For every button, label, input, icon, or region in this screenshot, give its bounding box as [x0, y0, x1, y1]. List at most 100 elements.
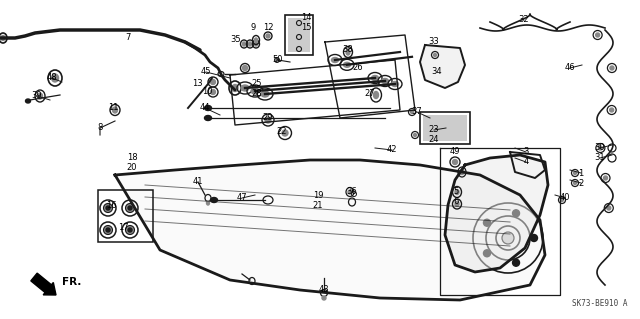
Ellipse shape — [211, 90, 216, 94]
Text: 43: 43 — [319, 286, 330, 294]
Ellipse shape — [106, 206, 110, 210]
Ellipse shape — [598, 146, 602, 150]
Ellipse shape — [322, 296, 326, 300]
Text: 37: 37 — [412, 108, 422, 116]
Ellipse shape — [282, 130, 288, 136]
Ellipse shape — [348, 190, 352, 194]
Ellipse shape — [125, 204, 134, 212]
Ellipse shape — [573, 172, 577, 174]
Ellipse shape — [410, 110, 413, 114]
Ellipse shape — [513, 210, 520, 217]
Text: 1: 1 — [579, 168, 584, 177]
Polygon shape — [115, 160, 545, 300]
Ellipse shape — [38, 93, 42, 99]
Text: 9: 9 — [250, 24, 255, 33]
Ellipse shape — [265, 117, 271, 123]
Polygon shape — [445, 155, 548, 272]
Text: 46: 46 — [564, 63, 575, 72]
Ellipse shape — [610, 108, 614, 112]
Ellipse shape — [26, 99, 31, 103]
Ellipse shape — [531, 234, 538, 241]
Ellipse shape — [248, 42, 252, 46]
Ellipse shape — [104, 204, 113, 212]
Ellipse shape — [255, 42, 257, 46]
Ellipse shape — [607, 206, 611, 210]
Ellipse shape — [128, 228, 132, 232]
Text: 6: 6 — [453, 197, 459, 206]
Text: 38: 38 — [342, 46, 353, 55]
Bar — [288, 18, 310, 52]
Bar — [98, 190, 153, 242]
Text: SK73-BE910 A: SK73-BE910 A — [573, 299, 628, 308]
Ellipse shape — [261, 91, 269, 97]
Text: 16: 16 — [106, 201, 116, 210]
Text: 40: 40 — [560, 194, 570, 203]
Ellipse shape — [392, 81, 399, 86]
Ellipse shape — [502, 232, 514, 244]
Ellipse shape — [106, 228, 110, 232]
Ellipse shape — [255, 38, 257, 42]
Ellipse shape — [604, 176, 607, 180]
Text: 42: 42 — [387, 145, 397, 154]
Text: 14: 14 — [301, 13, 311, 23]
Text: 5: 5 — [453, 188, 459, 197]
Ellipse shape — [371, 76, 378, 80]
Text: 21: 21 — [313, 201, 323, 210]
Bar — [285, 15, 313, 55]
Ellipse shape — [561, 198, 563, 202]
Text: 15: 15 — [301, 24, 311, 33]
Ellipse shape — [1, 35, 5, 41]
Bar — [423, 115, 467, 141]
Polygon shape — [420, 45, 465, 88]
Ellipse shape — [251, 88, 259, 94]
Text: 29: 29 — [263, 114, 273, 122]
Ellipse shape — [104, 226, 113, 234]
Text: 11: 11 — [108, 103, 118, 113]
Ellipse shape — [344, 62, 351, 67]
Text: 35: 35 — [230, 35, 241, 44]
Text: 33: 33 — [429, 38, 440, 47]
Bar — [420, 112, 470, 144]
Text: 17: 17 — [118, 224, 128, 233]
Text: 47: 47 — [237, 194, 247, 203]
Ellipse shape — [460, 169, 464, 174]
Text: 32: 32 — [518, 16, 529, 25]
Ellipse shape — [211, 79, 216, 85]
Text: 12: 12 — [263, 24, 273, 33]
Ellipse shape — [381, 78, 388, 84]
FancyArrow shape — [31, 273, 56, 295]
Text: 28: 28 — [252, 88, 262, 98]
Text: 49: 49 — [450, 147, 460, 157]
Ellipse shape — [455, 189, 459, 195]
Ellipse shape — [211, 197, 218, 203]
Text: 24: 24 — [429, 136, 439, 145]
Text: 31: 31 — [595, 153, 605, 162]
Ellipse shape — [332, 57, 339, 63]
Ellipse shape — [241, 85, 249, 91]
Ellipse shape — [51, 74, 58, 82]
Text: 48: 48 — [47, 73, 58, 83]
Text: 26: 26 — [353, 63, 364, 72]
Text: 50: 50 — [273, 56, 284, 64]
Text: 13: 13 — [192, 78, 202, 87]
Ellipse shape — [243, 42, 246, 46]
Ellipse shape — [573, 182, 577, 184]
Ellipse shape — [275, 57, 280, 63]
Ellipse shape — [433, 54, 436, 56]
Ellipse shape — [413, 133, 417, 137]
Ellipse shape — [232, 85, 238, 92]
Ellipse shape — [346, 49, 350, 55]
Ellipse shape — [113, 107, 118, 113]
Ellipse shape — [125, 226, 134, 234]
Ellipse shape — [207, 201, 209, 205]
Text: 19: 19 — [313, 190, 323, 199]
Ellipse shape — [205, 115, 211, 121]
Text: 45: 45 — [201, 68, 211, 77]
Ellipse shape — [205, 106, 211, 110]
Ellipse shape — [243, 65, 248, 70]
Text: 27: 27 — [365, 88, 375, 98]
Ellipse shape — [610, 66, 614, 70]
Ellipse shape — [374, 92, 378, 99]
Text: 7: 7 — [125, 33, 131, 42]
Text: 3: 3 — [524, 147, 529, 157]
